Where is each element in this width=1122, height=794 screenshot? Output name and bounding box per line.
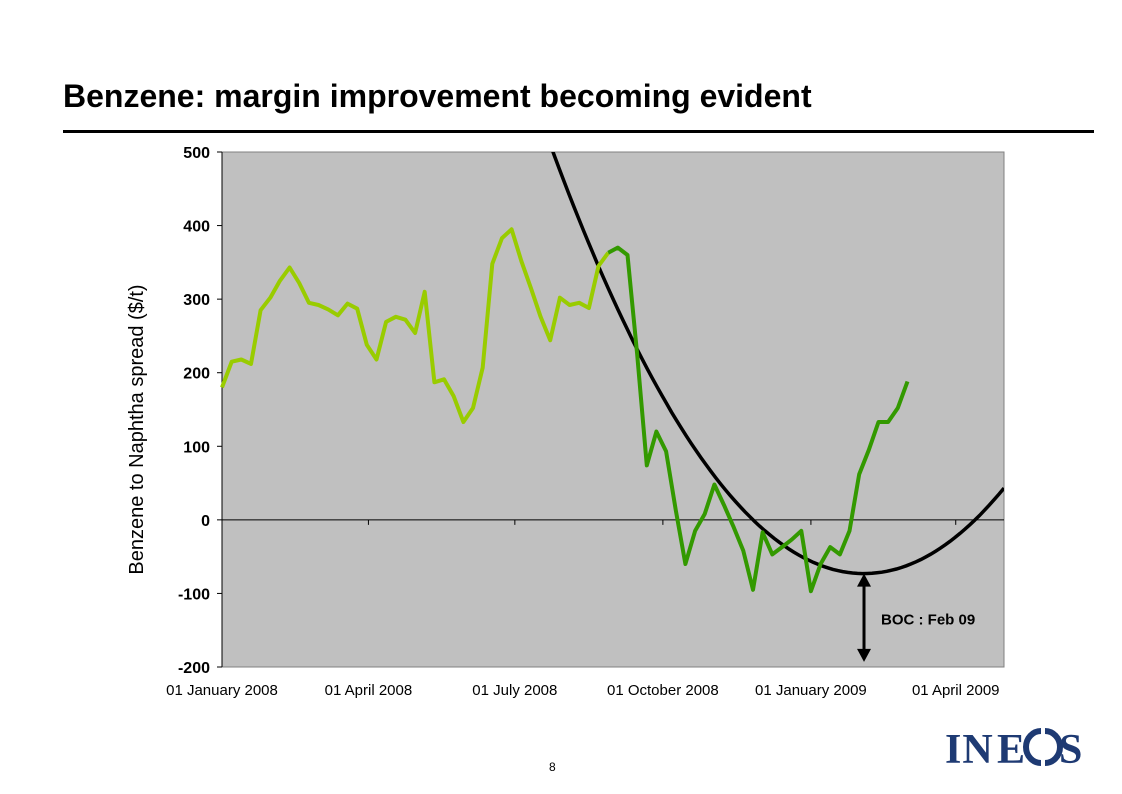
x-tick-label: 01 January 2008: [166, 682, 278, 699]
x-tick-label: 01 July 2008: [472, 682, 557, 699]
y-tick-label: -100: [178, 586, 210, 603]
x-tick-label: 01 April 2009: [912, 682, 1000, 699]
x-tick-label: 01 October 2008: [607, 682, 719, 699]
boc-annotation-label: BOC : Feb 09: [881, 612, 975, 629]
ineos-logo: IN E S: [945, 725, 1085, 782]
series-line-2: [607, 245, 910, 594]
y-tick-label: 200: [183, 366, 210, 383]
title-underline: [63, 130, 1094, 133]
y-tick-label: 100: [183, 439, 210, 456]
boc-arrow-head-up: [857, 573, 872, 587]
y-tick-label: 300: [183, 292, 210, 309]
slide-title: Benzene: margin improvement becoming evi…: [63, 78, 812, 114]
y-tick-label: 500: [183, 145, 210, 162]
y-tick-label: -200: [178, 660, 210, 677]
plot-area: [221, 151, 1005, 668]
y-axis-label: Benzene to Naphtha spread ($/t): [126, 284, 148, 574]
x-tick-label: 01 April 2008: [325, 682, 413, 699]
boc-arrow-head-down: [857, 648, 872, 662]
trendline: [551, 152, 1004, 576]
y-tick-label: 0: [201, 513, 210, 530]
x-tick-label: 01 January 2009: [755, 682, 867, 699]
series-line-1: [220, 227, 610, 424]
y-tick-label: 400: [183, 219, 210, 236]
svg-text:IN: IN: [945, 727, 994, 771]
ineos-logo-mark: IN E S: [945, 727, 1083, 773]
svg-text:E: E: [997, 727, 1026, 771]
page-number: 8: [549, 760, 556, 774]
svg-text:S: S: [1059, 727, 1083, 771]
